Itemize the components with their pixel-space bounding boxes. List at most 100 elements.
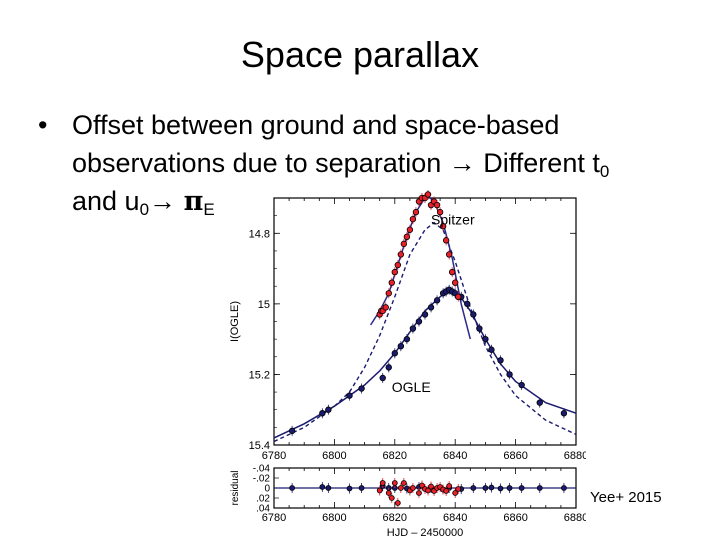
ogle-residual-point: [497, 485, 504, 492]
res-y-tick-label: .02: [256, 494, 270, 505]
spitzer-residual-point: [455, 486, 462, 492]
ogle-model-line: [273, 288, 577, 439]
spitzer-data-point: [442, 237, 450, 244]
spitzer-label: Spitzer: [431, 211, 475, 227]
spitzer-data-point: [433, 201, 441, 209]
spitzer-residual-point: [416, 490, 422, 496]
ogle-residual-point: [482, 485, 489, 491]
spitzer-data-point: [394, 261, 402, 269]
slide-title: Space parallax: [240, 34, 480, 75]
res-y-axis-label: residual: [230, 470, 241, 505]
spitzer-data-point: [448, 268, 456, 276]
bullet-line-2-post: Different t: [483, 148, 600, 178]
ogle-data-point: [482, 335, 489, 343]
ogle-data-point: [506, 371, 513, 378]
spitzer-data-point: [397, 251, 405, 258]
bullet-line-1: Offset between ground and space-based: [72, 110, 560, 140]
spitzer-residual-point: [410, 485, 416, 491]
spitzer-data-point: [406, 226, 414, 233]
arrow-icon: →: [448, 148, 476, 178]
bullet-text: Offset between ground and space-based ob…: [72, 106, 702, 221]
res-x-tick-label: 6860: [503, 512, 527, 524]
spitzer-residual-point: [397, 485, 404, 491]
res-y-tick-label: -.04: [253, 464, 271, 475]
ogle-data-point: [464, 300, 471, 308]
spitzer-data-point: [382, 304, 389, 311]
res-x-tick-label: 6800: [322, 512, 346, 524]
res-x-tick-label: 6820: [383, 512, 407, 524]
arrow-icon-2: →: [149, 186, 177, 216]
ogle-residual-point: [319, 484, 326, 490]
bullet-line-3-pre: and u: [72, 186, 140, 216]
ogle-data-point: [409, 325, 417, 332]
ogle-data-point: [476, 325, 483, 332]
ogle-residual-point: [358, 485, 365, 491]
spitzer-residual-point: [394, 500, 401, 506]
ogle-data-point: [536, 399, 543, 406]
res-x-tick-label: 6880: [564, 512, 586, 524]
t-subscript: 0: [599, 162, 610, 181]
spitzer-data-point: [412, 208, 420, 216]
ogle-data-point: [379, 374, 386, 382]
spitzer-residual-point: [385, 490, 392, 496]
spitzer-residual-point: [379, 480, 386, 486]
main-x-tick-label: 6820: [383, 450, 407, 462]
ogle-data-point: [325, 406, 332, 413]
spitzer-residual-point: [388, 495, 395, 501]
spitzer-data-point: [445, 251, 453, 258]
main-plot-frame: [273, 197, 577, 446]
spitzer-residual-point: [452, 490, 459, 496]
ogle-residual-point: [536, 485, 543, 491]
lightcurve-figure: 6780 6800 6820 6840 6860 6880 14.8 15 15.2 15.4 I(…: [229, 190, 586, 539]
res-y-tick-label: 0: [264, 484, 270, 495]
spitzer-data-point: [388, 279, 395, 286]
res-x-axis-label: HJD – 2450000: [387, 527, 463, 539]
ogle-data-point: [488, 346, 495, 353]
ogle-data-point: [427, 304, 435, 311]
main-y-tick-label: 15.4: [249, 440, 270, 452]
ogle-data-point: [497, 357, 504, 364]
spitzer-residual-point: [428, 483, 434, 490]
u-subscript: 0: [139, 200, 150, 219]
main-x-tick-label: 6860: [503, 450, 527, 462]
spitzer-data-point: [400, 240, 408, 248]
spitzer-residual-point: [400, 480, 407, 486]
ogle-dashed-model-line: [273, 221, 577, 443]
main-y-tick-label: 14.8: [249, 228, 270, 240]
spitzer-residual-point: [446, 483, 453, 489]
spitzer-data-point: [439, 223, 447, 230]
ogle-residual-point: [325, 485, 332, 491]
ogle-residual-point: [518, 485, 525, 491]
figure-credit: Yee+ 2015: [590, 489, 662, 506]
spitzer-data-point: [424, 191, 432, 198]
ogle-data-point: [288, 427, 296, 435]
spitzer-residual-point: [443, 488, 450, 494]
spitzer-data-point: [455, 293, 462, 300]
ogle-residual-point: [346, 485, 353, 492]
ogle-data-point: [358, 385, 365, 392]
ogle-data-point: [470, 311, 477, 318]
res-y-tick-label: .04: [256, 504, 270, 515]
main-x-tick-label: 6880: [564, 450, 586, 462]
res-x-tick-label: 6840: [443, 512, 467, 524]
pi-letter: π: [183, 186, 204, 217]
pi-symbol: πE: [183, 186, 215, 218]
main-y-axis-label: I(OGLE): [229, 301, 241, 342]
ogle-residual-point: [470, 485, 477, 491]
main-y-tick-label: 15.2: [249, 369, 270, 381]
spitzer-data-point: [385, 290, 392, 297]
ogle-data-point: [397, 342, 405, 350]
spitzer-data-point: [451, 279, 459, 286]
spitzer-data-point: [391, 268, 398, 276]
spitzer-data-point: [409, 215, 417, 223]
ogle-data-point: [403, 335, 411, 343]
main-x-tick-label: 6780: [262, 450, 286, 462]
bullet-line-2-pre: observations due to separation: [72, 148, 442, 178]
spitzer-residual-point: [425, 487, 431, 494]
res-y-tick-label: -.02: [253, 474, 271, 485]
ogle-residual-point: [289, 485, 296, 491]
ogle-label: OGLE: [392, 379, 431, 395]
ogle-data-point: [385, 364, 392, 371]
ogle-data-point: [421, 311, 429, 318]
ogle-residual-point: [488, 484, 495, 491]
